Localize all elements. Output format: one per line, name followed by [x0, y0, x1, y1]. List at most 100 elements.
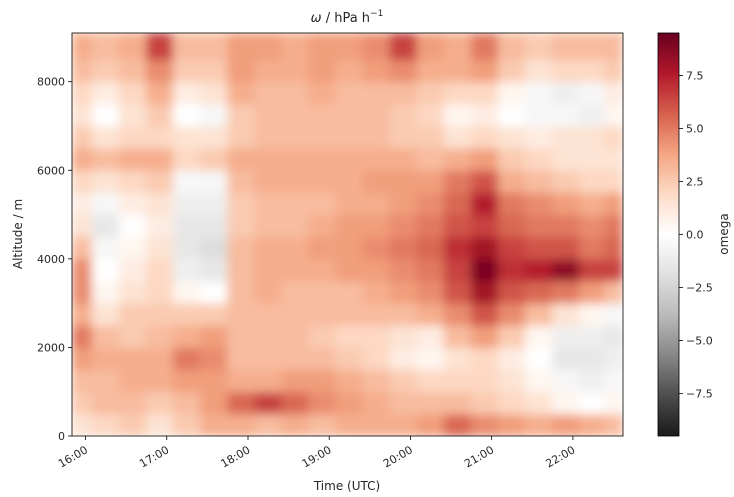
plot-frame: [71, 32, 624, 437]
heatmap-cell: [91, 81, 120, 105]
heatmap-cell: [525, 33, 554, 61]
heatmap-cell: [362, 391, 391, 415]
heatmap-cell: [552, 103, 581, 127]
heatmap-cell: [579, 413, 606, 436]
x-tick-label: 17:00: [137, 443, 171, 470]
heatmap-cell: [281, 369, 310, 393]
heatmap-cell: [579, 280, 606, 304]
heatmap-cell: [118, 125, 147, 149]
heatmap-cell: [335, 214, 364, 238]
colorbar-tick-label: −7.5: [686, 388, 713, 401]
heatmap-cell: [443, 346, 472, 370]
heatmap-cell: [281, 81, 310, 105]
heatmap-cell: [362, 413, 391, 436]
heatmap-cell: [389, 391, 418, 415]
heatmap-cell: [308, 147, 337, 171]
y-tick-label: 2000: [37, 341, 65, 354]
heatmap-cell: [389, 147, 418, 171]
heatmap-cell: [335, 280, 364, 304]
heatmap-cell: [552, 147, 581, 171]
heatmap-cell: [362, 33, 391, 61]
heatmap-cell: [146, 413, 175, 436]
heatmap-cell: [470, 169, 499, 193]
heatmap-cell: [579, 258, 606, 282]
heatmap-cell: [389, 324, 418, 348]
heatmap-cell: [525, 191, 554, 215]
heatmap-cell: [525, 369, 554, 393]
heatmap-cell: [470, 191, 499, 215]
heatmap-cells: [72, 33, 623, 436]
heatmap-cell: [497, 33, 526, 61]
heatmap-cell: [91, 369, 120, 393]
heatmap-cell: [604, 33, 623, 61]
heatmap-cell: [173, 324, 202, 348]
heatmap-cell: [604, 391, 623, 415]
heatmap-cell: [72, 236, 93, 260]
heatmap-cell: [254, 147, 283, 171]
heatmap-cell: [146, 391, 175, 415]
heatmap-cell: [443, 191, 472, 215]
heatmap-cell: [308, 81, 337, 105]
heatmap-cell: [91, 191, 120, 215]
heatmap-cell: [579, 302, 606, 326]
heatmap-cell: [227, 33, 256, 61]
heatmap-cell: [389, 258, 418, 282]
heatmap-cell: [173, 258, 202, 282]
heatmap-cell: [173, 125, 202, 149]
heatmap-cell: [604, 258, 623, 282]
heatmap-cell: [470, 59, 499, 83]
heatmap-cell: [281, 103, 310, 127]
heatmap-cell: [362, 191, 391, 215]
heatmap-cell: [281, 324, 310, 348]
colorbar-tick-label: 0.0: [686, 229, 704, 242]
heatmap-cell: [470, 258, 499, 282]
colorbar-tick-label: 2.5: [686, 175, 704, 188]
heatmap-cell: [470, 346, 499, 370]
heatmap-cell: [525, 302, 554, 326]
heatmap-cell: [254, 125, 283, 149]
x-tick-label: 18:00: [219, 443, 253, 470]
heatmap-cell: [497, 147, 526, 171]
heatmap-cell: [335, 125, 364, 149]
heatmap-cell: [389, 346, 418, 370]
heatmap-cell: [308, 191, 337, 215]
heatmap-cell: [173, 391, 202, 415]
heatmap-cell: [227, 391, 256, 415]
heatmap-cell: [335, 81, 364, 105]
heatmap-cell: [497, 324, 526, 348]
heatmap-cell: [146, 81, 175, 105]
heatmap-cell: [281, 33, 310, 61]
heatmap-cell: [72, 59, 93, 83]
heatmap-cell: [308, 413, 337, 436]
heatmap-cell: [497, 391, 526, 415]
heatmap-cell: [525, 346, 554, 370]
heatmap-cell: [497, 236, 526, 260]
heatmap-cell: [604, 147, 623, 171]
heatmap-cell: [227, 369, 256, 393]
heatmap-cell: [254, 214, 283, 238]
heatmap-cell: [552, 324, 581, 348]
heatmap-cell: [146, 59, 175, 83]
heatmap-cell: [362, 125, 391, 149]
heatmap-cell: [227, 81, 256, 105]
heatmap-cell: [254, 369, 283, 393]
heatmap-cell: [173, 147, 202, 171]
heatmap-cell: [525, 147, 554, 171]
heatmap-cell: [497, 59, 526, 83]
heatmap-cell: [579, 236, 606, 260]
heatmap-cell: [173, 81, 202, 105]
heatmap-cell: [335, 369, 364, 393]
heatmap-cell: [497, 81, 526, 105]
heatmap-cell: [200, 81, 229, 105]
heatmap-cell: [281, 258, 310, 282]
heatmap-cell: [118, 236, 147, 260]
heatmap-cell: [416, 258, 445, 282]
heatmap-cell: [335, 324, 364, 348]
heatmap-cell: [604, 280, 623, 304]
heatmap-cell: [200, 147, 229, 171]
x-tick-label: 16:00: [56, 443, 90, 470]
heatmap-cell: [604, 369, 623, 393]
heatmap-cell: [416, 346, 445, 370]
heatmap-cell: [173, 302, 202, 326]
